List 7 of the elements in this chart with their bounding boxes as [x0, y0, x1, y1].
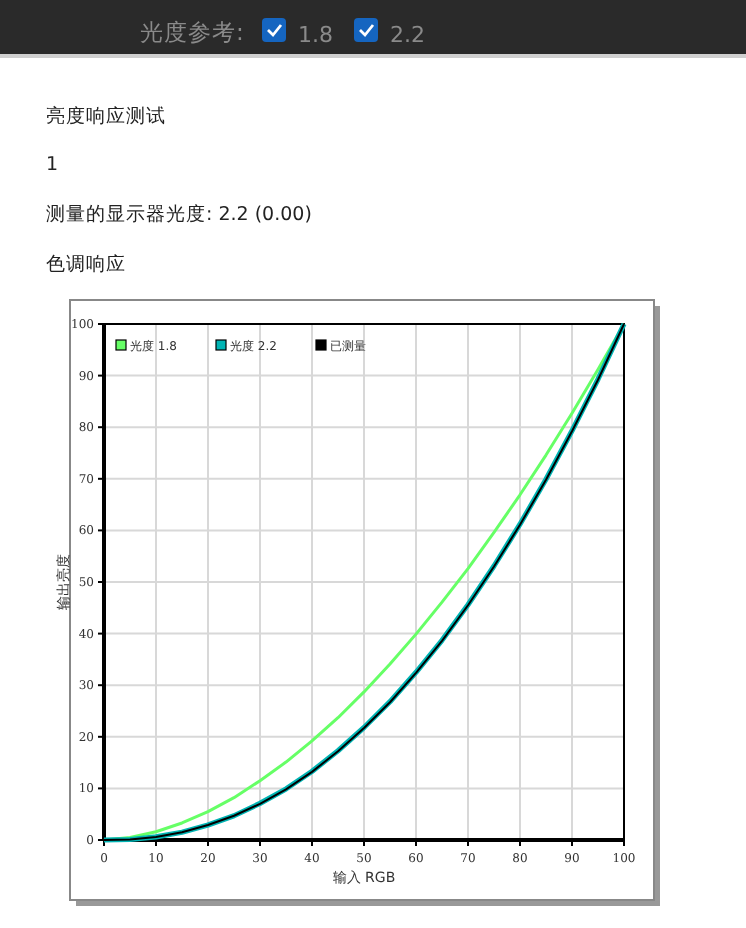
text: 1.8 [298, 22, 333, 48]
text: 2.2 [390, 22, 425, 48]
text: 1 [46, 154, 59, 176]
chart-subtitle: 色调响应 [46, 252, 126, 276]
text: 测量的显示器光度: 2.2 (0.00) [46, 202, 312, 226]
text: 光度参考: [140, 18, 244, 46]
chart-title: 亮度响应测试 [46, 104, 166, 128]
